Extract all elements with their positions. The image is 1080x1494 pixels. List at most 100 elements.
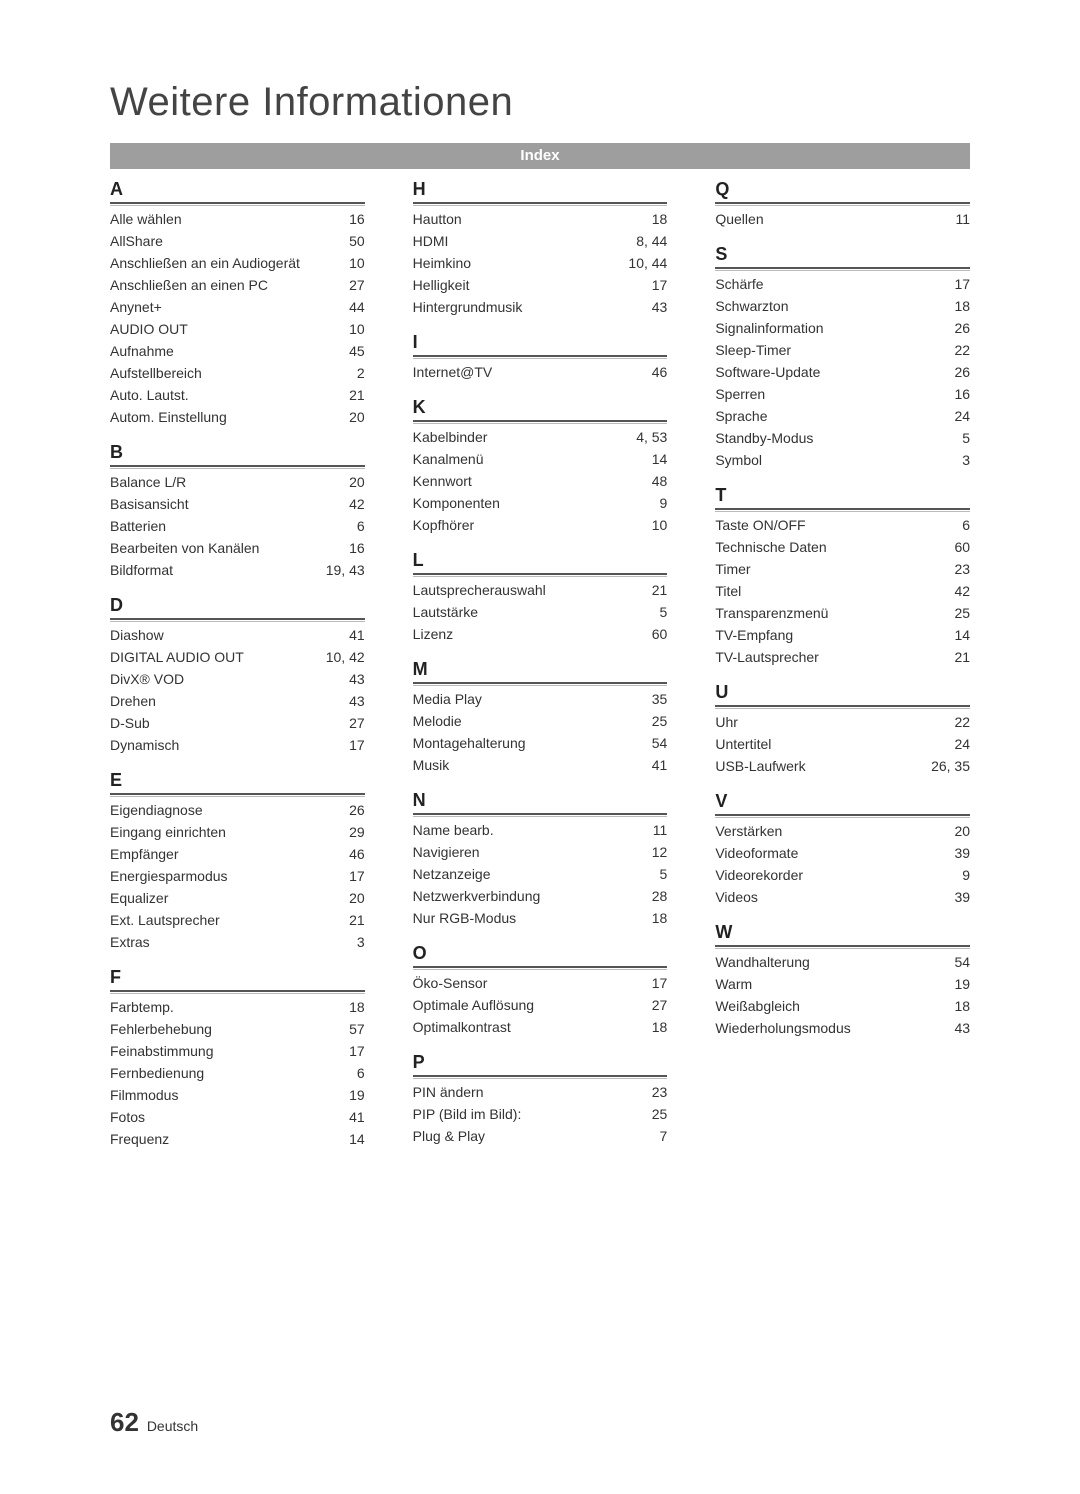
index-pages: 21 xyxy=(652,579,668,601)
index-term: Energiesparmodus xyxy=(110,865,236,887)
index-letter: B xyxy=(110,442,365,467)
index-term: Drehen xyxy=(110,690,164,712)
index-pages: 28 xyxy=(652,885,668,907)
index-pages: 26 xyxy=(349,799,365,821)
index-pages: 9 xyxy=(962,864,970,886)
index-entry: Musik41 xyxy=(413,754,668,776)
index-entry: Optimalkontrast18 xyxy=(413,1016,668,1038)
index-term: Farbtemp. xyxy=(110,996,182,1018)
index-pages: 48 xyxy=(652,470,668,492)
index-entry: Fernbedienung6 xyxy=(110,1062,365,1084)
index-pages: 20 xyxy=(954,820,970,842)
index-entry: Hintergrundmusik43 xyxy=(413,296,668,318)
index-pages: 3 xyxy=(962,449,970,471)
index-term: Sleep-Timer xyxy=(715,339,799,361)
index-section: BBalance L/R20Basisansicht42Batterien6Be… xyxy=(110,442,365,581)
index-entry: Komponenten9 xyxy=(413,492,668,514)
index-term: Kanalmenü xyxy=(413,448,492,470)
index-letter: M xyxy=(413,659,668,684)
index-pages: 16 xyxy=(349,208,365,230)
index-term: Empfänger xyxy=(110,843,186,865)
index-entry: Signalinformation26 xyxy=(715,317,970,339)
index-pages: 5 xyxy=(962,427,970,449)
index-letter: Q xyxy=(715,179,970,204)
index-term: Optimale Auflösung xyxy=(413,994,542,1016)
index-term: DivX® VOD xyxy=(110,668,192,690)
index-term: Balance L/R xyxy=(110,471,194,493)
index-section: EEigendiagnose26Eingang einrichten29Empf… xyxy=(110,770,365,953)
index-pages: 24 xyxy=(954,733,970,755)
index-term: Kabelbinder xyxy=(413,426,496,448)
index-pages: 14 xyxy=(954,624,970,646)
index-entry: Feinabstimmung17 xyxy=(110,1040,365,1062)
index-entry: Bildformat19, 43 xyxy=(110,559,365,581)
index-entry: Farbtemp. 18 xyxy=(110,996,365,1018)
index-entry: Kanalmenü 14 xyxy=(413,448,668,470)
index-entry: Sprache24 xyxy=(715,405,970,427)
page-language: Deutsch xyxy=(147,1418,198,1434)
index-pages: 14 xyxy=(652,448,668,470)
index-term: Montagehalterung xyxy=(413,732,534,754)
index-term: Weißabgleich xyxy=(715,995,808,1017)
index-entry: Warm19 xyxy=(715,973,970,995)
index-section: NName bearb.11Navigieren12Netzanzeige5Ne… xyxy=(413,790,668,929)
index-term: Kopfhörer xyxy=(413,514,482,536)
index-entry: Bearbeiten von Kanälen16 xyxy=(110,537,365,559)
index-term: Technische Daten xyxy=(715,536,834,558)
index-entry: Timer23 xyxy=(715,558,970,580)
index-pages: 18 xyxy=(652,1016,668,1038)
index-term: D-Sub xyxy=(110,712,158,734)
index-pages: 23 xyxy=(954,558,970,580)
index-pages: 27 xyxy=(349,712,365,734)
index-entries: Wandhalterung54Warm19Weißabgleich18Wiede… xyxy=(715,951,970,1039)
index-pages: 43 xyxy=(954,1017,970,1039)
index-term: Lizenz xyxy=(413,623,461,645)
index-column: AAlle wählen16AllShare50Anschließen an e… xyxy=(110,179,365,1164)
index-entry: Anynet+44 xyxy=(110,296,365,318)
index-entry: Titel42 xyxy=(715,580,970,602)
index-entry: D-Sub 27 xyxy=(110,712,365,734)
index-column: QQuellen11SSchärfe17Schwarzton18Signalin… xyxy=(715,179,970,1164)
index-entry: Kopfhörer10 xyxy=(413,514,668,536)
index-entry: AllShare50 xyxy=(110,230,365,252)
index-entry: Name bearb.11 xyxy=(413,819,668,841)
index-entry: Eigendiagnose 26 xyxy=(110,799,365,821)
index-entry: Taste ON/OFF6 xyxy=(715,514,970,536)
index-entry: Heimkino10, 44 xyxy=(413,252,668,274)
index-pages: 22 xyxy=(954,711,970,733)
index-pages: 18 xyxy=(349,996,365,1018)
index-entry: Hautton18 xyxy=(413,208,668,230)
index-letter: A xyxy=(110,179,365,204)
index-entry: Navigieren12 xyxy=(413,841,668,863)
index-entry: Extras3 xyxy=(110,931,365,953)
index-section: HHautton18HDMI8, 44Heimkino10, 44Helligk… xyxy=(413,179,668,318)
index-entry: Montagehalterung54 xyxy=(413,732,668,754)
index-entry: Wandhalterung54 xyxy=(715,951,970,973)
index-pages: 17 xyxy=(349,865,365,887)
index-pages: 42 xyxy=(954,580,970,602)
index-term: USB-Laufwerk xyxy=(715,755,813,777)
page: Weitere Informationen Index AAlle wählen… xyxy=(0,0,1080,1494)
index-entry: USB-Laufwerk26, 35 xyxy=(715,755,970,777)
index-term: Equalizer xyxy=(110,887,176,909)
index-entry: Optimale Auflösung27 xyxy=(413,994,668,1016)
index-pages: 11 xyxy=(653,819,668,841)
page-footer: 62 Deutsch xyxy=(110,1407,198,1438)
index-pages: 16 xyxy=(349,537,365,559)
index-pages: 9 xyxy=(660,492,668,514)
index-section: SSchärfe17Schwarzton18Signalinformation2… xyxy=(715,244,970,471)
index-term: HDMI xyxy=(413,230,457,252)
index-pages: 25 xyxy=(652,710,668,732)
index-entry: Schärfe17 xyxy=(715,273,970,295)
index-letter: T xyxy=(715,485,970,510)
index-section: KKabelbinder4, 53Kanalmenü14Kennwort48Ko… xyxy=(413,397,668,536)
index-term: Sprache xyxy=(715,405,775,427)
index-pages: 18 xyxy=(652,907,668,929)
index-term: Frequenz xyxy=(110,1128,177,1150)
index-entries: Uhr22Untertitel24USB-Laufwerk26, 35 xyxy=(715,711,970,777)
index-entry: Weißabgleich18 xyxy=(715,995,970,1017)
index-pages: 19 xyxy=(349,1084,365,1106)
index-pages: 27 xyxy=(349,274,365,296)
index-term: Eigendiagnose xyxy=(110,799,211,821)
index-pages: 10, 42 xyxy=(326,646,365,668)
